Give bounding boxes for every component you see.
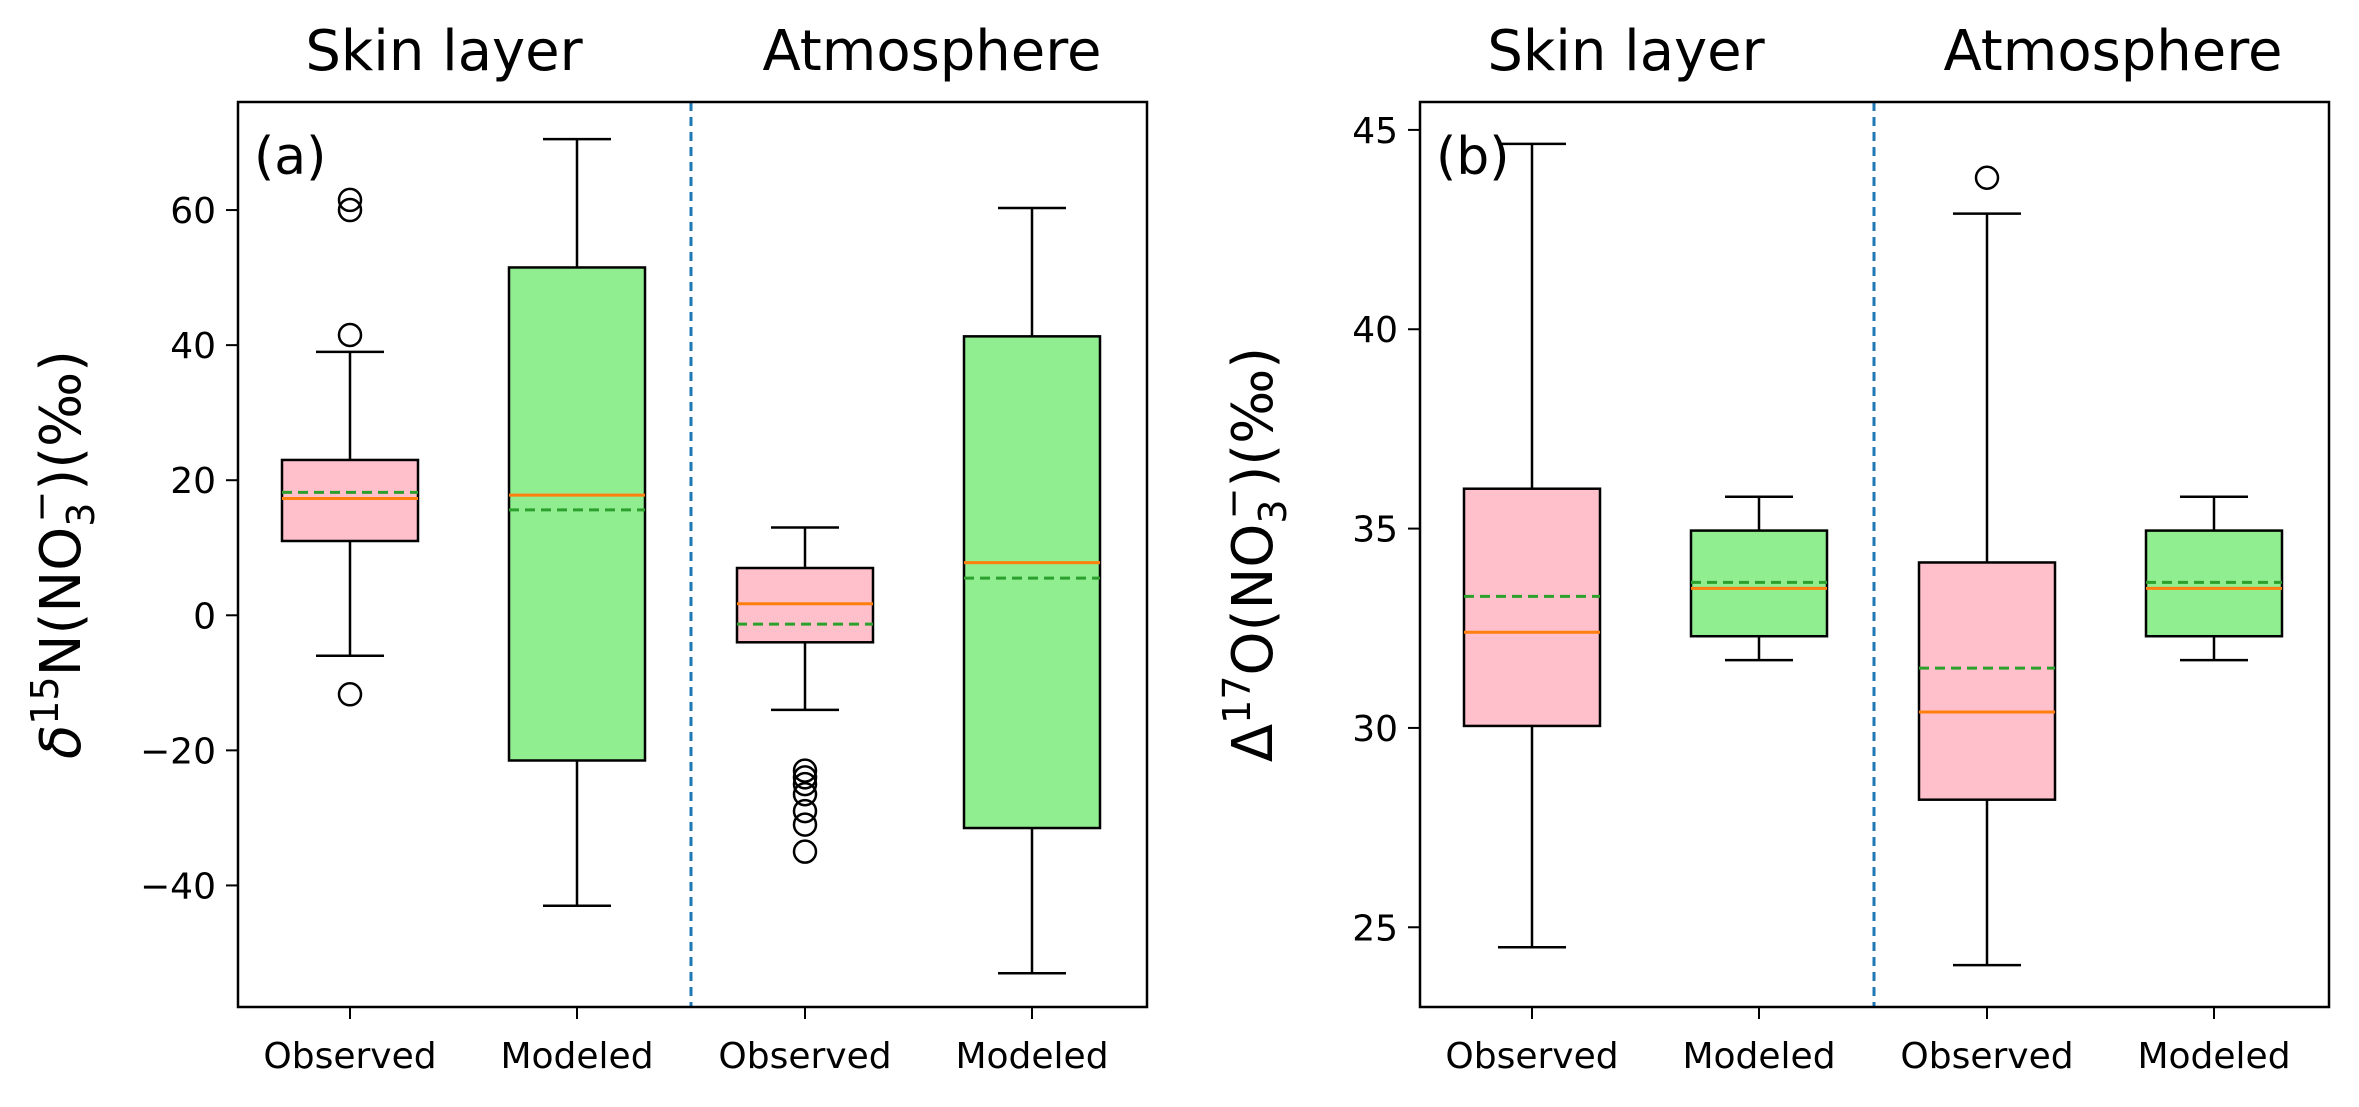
box-skin-layer-modeled — [1689, 495, 1829, 662]
outlier-point — [1974, 165, 2000, 190]
group-title: Skin layer — [1487, 19, 1765, 84]
x-tick-label: Modeled — [955, 1036, 1108, 1077]
box-skin-layer-modeled — [507, 137, 647, 907]
outlier-point — [792, 782, 818, 807]
iqr-box — [1917, 561, 2057, 801]
box-skin-layer-observed — [1462, 142, 1602, 949]
y-axis-label-part: )(‰) — [1221, 347, 1286, 488]
box-atmosphere-observed — [1917, 165, 2057, 967]
box-atmosphere-modeled — [962, 206, 1102, 975]
y-tick-label: 35 — [1352, 510, 1398, 551]
y-tick-label: 40 — [1352, 310, 1398, 351]
group-title: Atmosphere — [1943, 19, 2282, 84]
y-axis-label-part: )(‰) — [29, 350, 94, 491]
y-axis-label: δ15N(NO3−)(‰) — [19, 350, 103, 759]
panel-a: Skin layer Atmosphere −40 −20 0 20 40 60 Observe… — [19, 19, 1149, 1077]
y-axis-label-part: N(NO — [29, 527, 94, 677]
y-axis-label-part: − — [1211, 488, 1255, 520]
y-axis-label-part: O(NO — [1221, 524, 1286, 676]
x-tick-label: Observed — [263, 1036, 436, 1077]
y-axis-label-part: 3 — [59, 503, 103, 527]
x-tick-label: Modeled — [2137, 1036, 2290, 1077]
group-title: Atmosphere — [762, 19, 1101, 84]
y-tick-label: −20 — [140, 731, 216, 772]
iqr-box — [507, 266, 647, 762]
y-tick-label: 20 — [170, 461, 216, 502]
outlier-point — [337, 197, 363, 223]
y-tick-label: −40 — [140, 866, 216, 907]
y-tick-label: 30 — [1352, 709, 1398, 750]
axes-frame — [236, 100, 1149, 1009]
iqr-box — [280, 458, 420, 543]
outlier-point — [337, 187, 363, 213]
y-tick-label: 40 — [170, 326, 216, 367]
x-tick-label: Observed — [718, 1036, 891, 1077]
outlier-point — [792, 765, 818, 790]
x-tick-label: Observed — [1900, 1036, 2073, 1077]
outlier-point — [337, 322, 363, 348]
y-axis-label-part: 15 — [23, 676, 67, 724]
y-axis-label: Δ17O(NO3−)(‰) — [1211, 347, 1295, 762]
x-tick-label: Observed — [1445, 1036, 1618, 1077]
group-title: Skin layer — [305, 19, 583, 84]
box-atmosphere-modeled — [2144, 495, 2284, 662]
outlier-point — [792, 839, 818, 864]
x-tick-label: Modeled — [1682, 1036, 1835, 1077]
axes-frame — [1418, 100, 2331, 1009]
y-tick-label: 60 — [170, 191, 216, 232]
panel-label: (b) — [1436, 127, 1510, 187]
outlier-point — [337, 682, 363, 707]
x-tick-label: Modeled — [500, 1036, 653, 1077]
iqr-box — [962, 335, 1102, 830]
y-tick-label: 45 — [1352, 111, 1398, 152]
panel-label: (a) — [254, 127, 326, 187]
outlier-point — [792, 771, 818, 797]
outlier-point — [792, 812, 818, 837]
outlier-point — [792, 758, 818, 783]
y-axis-label-part: 17 — [1215, 675, 1259, 723]
box-skin-layer-observed — [280, 187, 420, 707]
panel-b: Skin layer Atmosphere 25 30 35 40 45 Observed Mo… — [1211, 19, 2331, 1077]
y-axis-label-part: δ — [29, 725, 94, 759]
y-axis-label-part: Δ — [1221, 724, 1286, 762]
iqr-box — [1462, 487, 1602, 728]
box-atmosphere-observed — [735, 526, 875, 864]
y-tick-label: 25 — [1352, 908, 1398, 949]
outlier-point — [792, 798, 818, 824]
y-axis-label-part: 3 — [1251, 499, 1295, 523]
y-axis-label-part: − — [19, 491, 63, 523]
y-tick-label: 0 — [193, 596, 216, 637]
